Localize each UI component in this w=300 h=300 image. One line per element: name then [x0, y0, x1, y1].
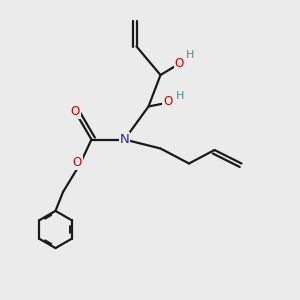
Text: O: O	[175, 57, 184, 70]
Text: H: H	[186, 50, 195, 61]
Text: O: O	[73, 156, 82, 169]
Text: H: H	[176, 91, 184, 101]
Text: O: O	[70, 105, 80, 119]
Text: N: N	[120, 133, 129, 146]
Text: O: O	[164, 95, 172, 109]
